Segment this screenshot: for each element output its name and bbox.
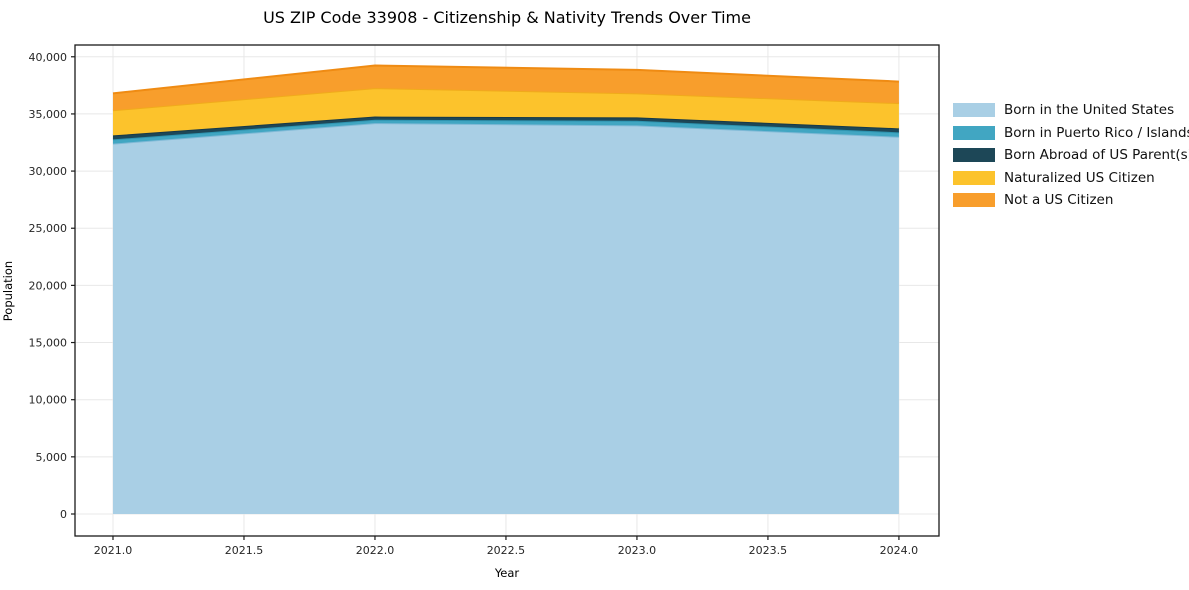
y-tick-label: 35,000 [29,108,68,121]
x-axis-title: Year [494,566,520,580]
area-series-1 [112,119,899,144]
x-tick-label: 2021.0 [94,544,133,557]
x-tick-label: 2022.5 [487,544,526,557]
legend-label: Not a US Citizen [1004,192,1114,208]
y-tick-label: 30,000 [29,165,68,178]
x-tick-label: 2024.0 [880,544,919,557]
x-tick-label: 2023.5 [749,544,788,557]
y-tick-label: 40,000 [29,51,68,64]
area-series-4 [112,65,899,111]
legend-item-1: Born in Puerto Rico / Islands [953,124,1189,141]
area-series-0 [112,123,899,514]
legend-swatch [953,103,995,117]
y-tick-label: 20,000 [29,279,68,292]
legend-swatch [953,170,995,185]
chart-title: US ZIP Code 33908 - Citizenship & Nativi… [263,8,751,27]
legend-item-4: Not a US Citizen [953,193,1189,207]
legend-swatch [953,193,995,207]
plot-border [74,44,940,537]
y-tick-label: 25,000 [29,222,68,235]
y-axis-title: Population [1,260,15,322]
y-tick-label: 15,000 [29,337,68,350]
legend-label: Born in Puerto Rico / Islands [1004,124,1189,141]
x-tick-label: 2021.5 [225,544,264,557]
legend: Born in the United States Born in Puerto … [953,103,1189,207]
area-series-edge-4 [112,64,899,95]
legend-swatch [953,125,995,140]
x-tick-label: 2022.0 [356,544,395,557]
legend-label: Naturalized US Citizen [1004,169,1155,186]
area-series-3 [112,88,899,136]
legend-item-0: Born in the United States [953,103,1189,117]
y-tick-label: 5,000 [36,451,68,464]
legend-swatch [953,148,995,162]
legend-label: Born in the United States [1004,102,1175,118]
legend-label: Born Abroad of US Parent(s) [1004,147,1189,163]
legend-item-2: Born Abroad of US Parent(s) [953,148,1189,162]
x-tick-label: 2023.0 [618,544,657,557]
legend-item-3: Naturalized US Citizen [953,169,1189,186]
y-tick-label: 10,000 [29,394,68,407]
y-tick-label: 0 [60,508,67,521]
